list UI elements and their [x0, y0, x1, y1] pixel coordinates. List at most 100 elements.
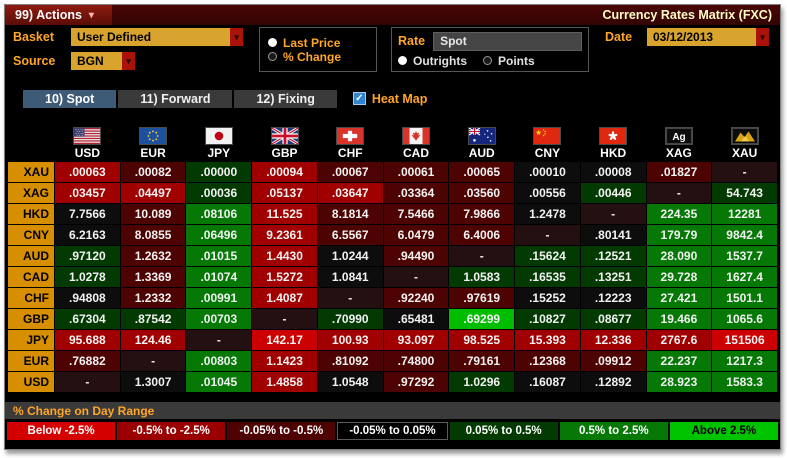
matrix-cell-chf-cad[interactable]: .92240	[383, 288, 449, 308]
row-header-jpy[interactable]: JPY	[8, 330, 54, 350]
matrix-cell-hkd-jpy[interactable]: .08106	[186, 204, 252, 224]
column-header-aud[interactable]: AUD	[449, 117, 515, 161]
column-header-gbp[interactable]: GBP	[252, 117, 317, 161]
row-header-usd[interactable]: USD	[8, 372, 54, 392]
matrix-cell-gbp-eur[interactable]: .87542	[120, 309, 186, 329]
matrix-cell-xag-xau[interactable]: 54.743	[712, 183, 777, 203]
matrix-cell-jpy-cny[interactable]: 15.393	[515, 330, 580, 350]
actions-menu-button[interactable]: 99) Actions ▾	[5, 5, 112, 25]
matrix-cell-xau-cad[interactable]: .00061	[383, 162, 449, 182]
tab-12-fixing[interactable]: 12) Fixing	[234, 89, 337, 108]
column-header-hkd[interactable]: HKD	[580, 117, 646, 161]
matrix-cell-jpy-usd[interactable]: 95.688	[55, 330, 120, 350]
matrix-cell-chf-jpy[interactable]: .00991	[186, 288, 252, 308]
column-header-cny[interactable]: CNY	[515, 117, 580, 161]
matrix-cell-eur-eur[interactable]: -	[120, 351, 186, 371]
row-header-aud[interactable]: AUD	[8, 246, 54, 266]
matrix-cell-xag-eur[interactable]: .04497	[120, 183, 186, 203]
matrix-cell-chf-gbp[interactable]: 1.4087	[252, 288, 317, 308]
matrix-cell-cad-cad[interactable]: -	[383, 267, 449, 287]
matrix-cell-eur-gbp[interactable]: 1.1423	[252, 351, 317, 371]
matrix-cell-chf-chf[interactable]: -	[317, 288, 383, 308]
tab-11-forward[interactable]: 11) Forward	[118, 89, 233, 108]
matrix-cell-xag-usd[interactable]: .03457	[55, 183, 120, 203]
matrix-cell-eur-hkd[interactable]: .09912	[580, 351, 646, 371]
matrix-cell-cad-xag[interactable]: 29.728	[646, 267, 712, 287]
matrix-cell-hkd-cny[interactable]: 1.2478	[515, 204, 580, 224]
matrix-cell-xag-hkd[interactable]: .00446	[580, 183, 646, 203]
row-header-cad[interactable]: CAD	[8, 267, 54, 287]
matrix-cell-cad-usd[interactable]: 1.0278	[55, 267, 120, 287]
matrix-cell-hkd-eur[interactable]: 10.089	[120, 204, 186, 224]
matrix-cell-eur-usd[interactable]: .76882	[55, 351, 120, 371]
matrix-cell-gbp-chf[interactable]: .70990	[317, 309, 383, 329]
matrix-cell-xag-chf[interactable]: .03647	[317, 183, 383, 203]
matrix-cell-cny-usd[interactable]: 6.2163	[55, 225, 120, 245]
matrix-cell-eur-jpy[interactable]: .00803	[186, 351, 252, 371]
matrix-cell-hkd-xau[interactable]: 12281	[712, 204, 777, 224]
matrix-cell-aud-xau[interactable]: 1537.7	[712, 246, 777, 266]
matrix-cell-xag-gbp[interactable]: .05137	[252, 183, 317, 203]
matrix-cell-usd-eur[interactable]: 1.3007	[120, 372, 186, 392]
matrix-cell-gbp-gbp[interactable]: -	[252, 309, 317, 329]
matrix-cell-jpy-xau[interactable]: 151506	[712, 330, 777, 350]
column-header-xau[interactable]: XAU	[712, 117, 777, 161]
matrix-cell-aud-hkd[interactable]: .12521	[580, 246, 646, 266]
source-dropdown[interactable]: BGN ▾	[71, 52, 135, 70]
matrix-cell-cad-eur[interactable]: 1.3369	[120, 267, 186, 287]
matrix-cell-cny-gbp[interactable]: 9.2361	[252, 225, 317, 245]
column-header-eur[interactable]: EUR	[120, 117, 186, 161]
matrix-cell-hkd-usd[interactable]: 7.7566	[55, 204, 120, 224]
matrix-cell-cny-eur[interactable]: 8.0855	[120, 225, 186, 245]
row-header-xag[interactable]: XAG	[8, 183, 54, 203]
matrix-cell-cny-hkd[interactable]: .80141	[580, 225, 646, 245]
matrix-cell-xag-cad[interactable]: .03364	[383, 183, 449, 203]
matrix-cell-usd-aud[interactable]: 1.0296	[449, 372, 515, 392]
matrix-cell-xau-cny[interactable]: .00010	[515, 162, 580, 182]
matrix-cell-cny-xag[interactable]: 179.79	[646, 225, 712, 245]
matrix-cell-cad-chf[interactable]: 1.0841	[317, 267, 383, 287]
row-header-cny[interactable]: CNY	[8, 225, 54, 245]
matrix-cell-gbp-cny[interactable]: .10827	[515, 309, 580, 329]
matrix-cell-jpy-cad[interactable]: 93.097	[383, 330, 449, 350]
matrix-cell-aud-xag[interactable]: 28.090	[646, 246, 712, 266]
matrix-cell-xag-xag[interactable]: -	[646, 183, 712, 203]
column-header-jpy[interactable]: JPY	[186, 117, 252, 161]
matrix-cell-jpy-hkd[interactable]: 12.336	[580, 330, 646, 350]
matrix-cell-chf-xag[interactable]: 27.421	[646, 288, 712, 308]
matrix-cell-cad-aud[interactable]: 1.0583	[449, 267, 515, 287]
row-header-xau[interactable]: XAU	[8, 162, 54, 182]
matrix-cell-gbp-aud[interactable]: .69299	[449, 309, 515, 329]
matrix-cell-usd-cad[interactable]: .97292	[383, 372, 449, 392]
matrix-cell-gbp-cad[interactable]: .65481	[383, 309, 449, 329]
matrix-cell-eur-chf[interactable]: .81092	[317, 351, 383, 371]
heat-map-toggle[interactable]: ✓ Heat Map	[352, 92, 427, 106]
matrix-cell-xag-jpy[interactable]: .00036	[186, 183, 252, 203]
matrix-cell-chf-usd[interactable]: .94808	[55, 288, 120, 308]
column-header-usd[interactable]: USD	[55, 117, 120, 161]
matrix-cell-xau-eur[interactable]: .00082	[120, 162, 186, 182]
matrix-cell-usd-usd[interactable]: -	[55, 372, 120, 392]
matrix-cell-gbp-jpy[interactable]: .00703	[186, 309, 252, 329]
matrix-cell-eur-cad[interactable]: .74800	[383, 351, 449, 371]
matrix-cell-aud-gbp[interactable]: 1.4430	[252, 246, 317, 266]
matrix-cell-hkd-cad[interactable]: 7.5466	[383, 204, 449, 224]
matrix-cell-xau-hkd[interactable]: .00008	[580, 162, 646, 182]
matrix-cell-cny-cad[interactable]: 6.0479	[383, 225, 449, 245]
matrix-cell-cny-cny[interactable]: -	[515, 225, 580, 245]
matrix-cell-eur-xag[interactable]: 22.237	[646, 351, 712, 371]
matrix-cell-usd-chf[interactable]: 1.0548	[317, 372, 383, 392]
matrix-cell-cad-xau[interactable]: 1627.4	[712, 267, 777, 287]
matrix-cell-xau-xag[interactable]: .01827	[646, 162, 712, 182]
date-stepper-icon[interactable]: ▾	[756, 28, 769, 46]
matrix-cell-gbp-usd[interactable]: .67304	[55, 309, 120, 329]
matrix-cell-chf-xau[interactable]: 1501.1	[712, 288, 777, 308]
column-header-xag[interactable]: Ag XAG	[646, 117, 712, 161]
matrix-cell-cny-aud[interactable]: 6.4006	[449, 225, 515, 245]
row-header-chf[interactable]: CHF	[8, 288, 54, 308]
matrix-cell-aud-aud[interactable]: -	[449, 246, 515, 266]
matrix-cell-jpy-xag[interactable]: 2767.6	[646, 330, 712, 350]
matrix-cell-xag-cny[interactable]: .00556	[515, 183, 580, 203]
matrix-cell-xau-jpy[interactable]: .00000	[186, 162, 252, 182]
matrix-cell-cny-jpy[interactable]: .06496	[186, 225, 252, 245]
